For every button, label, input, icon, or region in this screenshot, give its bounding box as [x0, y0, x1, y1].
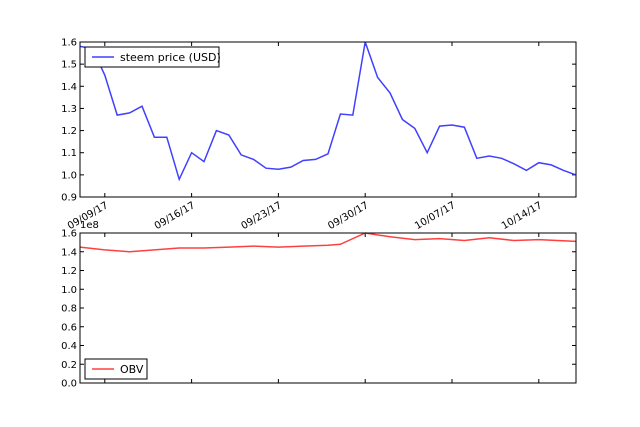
- obv-y-tick-label: 1.0: [61, 285, 77, 296]
- price-x-tick-label: 09/23/17: [239, 200, 283, 232]
- price-y-tick-label: 1.6: [61, 38, 77, 49]
- obv-chart: 0.0 0.2 0.4 0.6 0.8 1.0 1.2 1.4 1.6 1e8 OBV: [61, 220, 577, 390]
- price-legend-label: steem price (USD): [120, 51, 221, 64]
- obv-y-tick-label: 0.0: [61, 379, 77, 390]
- obv-legend-box: [84, 358, 148, 380]
- obv-y-tick-label: 0.6: [61, 322, 77, 333]
- obv-scale-label: 1e8: [80, 220, 99, 231]
- obv-line: [79, 232, 577, 253]
- obv-legend-label: OBV: [120, 363, 144, 376]
- obv-y-axis: 0.0 0.2 0.4 0.6 0.8 1.0 1.2 1.4 1.6: [61, 229, 576, 390]
- price-y-tick-label: 1.3: [61, 104, 77, 115]
- price-y-tick-label: 0.9: [61, 193, 77, 204]
- obv-y-tick-label: 1.4: [61, 247, 77, 258]
- obv-legend: OBV: [84, 358, 148, 380]
- price-x-axis: 09/09/17 09/16/17 09/23/17 09/30/17 10/07/17…: [66, 42, 544, 232]
- price-x-tick-label: 10/14/17: [500, 200, 544, 232]
- price-y-tick-label: 1.4: [61, 82, 77, 93]
- price-x-tick-label: 10/07/17: [413, 200, 457, 232]
- price-y-axis: 0.9 1.0 1.1 1.2 1.3 1.4 1.5 1.6: [61, 38, 576, 204]
- steem-price-line: [79, 41, 577, 182]
- price-y-tick-label: 1.2: [61, 126, 77, 137]
- obv-y-tick-label: 1.2: [61, 266, 77, 277]
- price-chart: 0.91.01.11.21.31.41.51.6 09/09/17 09/16/1…: [61, 38, 577, 232]
- price-y-tick-label: 1.5: [61, 60, 77, 71]
- price-plot-frame: [79, 41, 577, 198]
- obv-y-tick-label: 1.6: [61, 229, 77, 240]
- obv-y-tick-label: 0.2: [61, 360, 77, 371]
- price-x-tick-label: 09/30/17: [326, 200, 370, 232]
- price-x-tick-label: 09/16/17: [153, 200, 197, 232]
- obv-plot-frame: [79, 232, 577, 384]
- obv-y-tick-label: 0.4: [61, 341, 77, 352]
- price-legend: steem price (USD): [84, 46, 221, 68]
- price-y-tick-label: 1.0: [61, 170, 77, 181]
- obv-y-tick-label: 0.8: [61, 304, 77, 315]
- price-y-tick-label: 1.1: [61, 148, 77, 159]
- price-legend-box: [84, 46, 220, 68]
